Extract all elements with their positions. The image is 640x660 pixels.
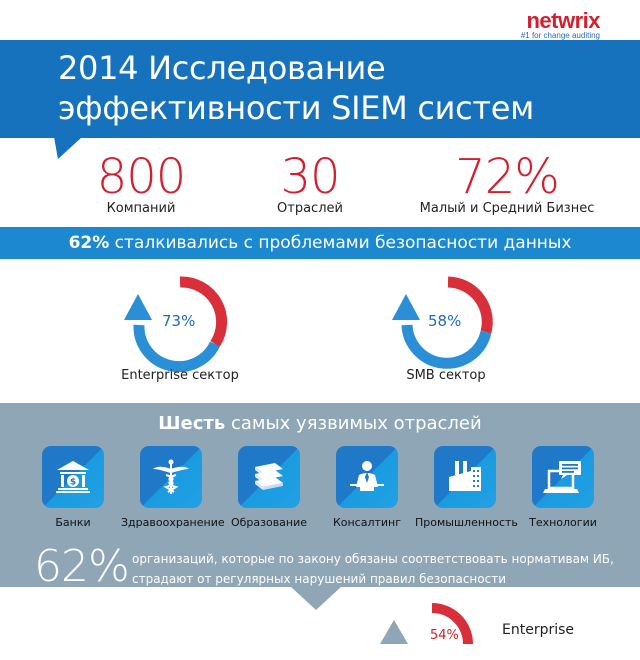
stat-value: 72% [455, 149, 560, 205]
compliance-text: организаций, которые по закону обязаны с… [132, 549, 614, 589]
industry-healthcare: Здравоохранение [121, 446, 225, 529]
industry-manufacturing: Промышленность [415, 446, 518, 529]
donut-enterprise: 73% [118, 272, 238, 373]
donut-value: 54% [430, 628, 459, 643]
logo-wordmark: netwrix [526, 8, 600, 33]
bank-icon: $ [42, 446, 104, 508]
industry-label: Консалтинг [332, 516, 402, 529]
industry-consulting: Консалтинг [317, 446, 417, 529]
security-problems-band: 62% сталкивались с проблемами безопаснос… [0, 227, 640, 259]
stat-label: Отраслей [277, 201, 343, 216]
cycle-donut-icon [380, 603, 473, 645]
laptop-chat-icon [532, 446, 594, 508]
page-title: 2014 Исследование эффективности SIEM сис… [58, 48, 534, 128]
title-line-1: 2014 Исследование [58, 49, 386, 87]
factory-icon [434, 446, 496, 508]
donut-value: 58% [428, 312, 462, 330]
header-banner [0, 40, 640, 138]
compliance-value: 62% [34, 541, 130, 592]
cycle-donut-icon [392, 276, 493, 369]
industry-label: Технологии [529, 516, 597, 529]
stat-value: 30 [280, 149, 340, 205]
industry-label: Промышленность [415, 516, 518, 529]
stat-label: Малый и Средний Бизнес [419, 201, 595, 216]
title-line-2: эффективности SIEM систем [58, 89, 535, 127]
donut-value: 73% [162, 312, 196, 330]
caduceus-icon [140, 446, 202, 508]
donut-caption: Enterprise сектор [121, 368, 239, 383]
logo-tagline: #1 for change auditing [520, 31, 600, 40]
compliance-line-2: страдают от регулярных нарушений правил … [132, 572, 506, 586]
stat-industries: 30 Отраслей [262, 150, 358, 216]
donut-caption: SMB сектор [406, 368, 486, 383]
compliance-line-1: организаций, которые по закону обязаны с… [132, 552, 614, 566]
industry-label: Здравоохранение [121, 516, 225, 529]
industry-label: Банки [55, 516, 91, 529]
bottom-caption: Enterprise [502, 622, 575, 638]
industries-title-bold: Шесть [158, 413, 226, 434]
cycle-donut-icon [124, 276, 228, 373]
svg-text:$: $ [70, 478, 76, 488]
industry-banks: $ Банки [23, 446, 123, 529]
industry-label: Образование [230, 516, 308, 529]
speech-bubble-tail [54, 137, 86, 159]
donut-enterprise-bottom: 54% [372, 596, 492, 656]
section-pointer [290, 586, 342, 610]
netwrix-logo: netwrix #1 for change auditing [520, 8, 601, 41]
industry-education: Образование [219, 446, 319, 529]
industry-technology: Технологии [513, 446, 613, 529]
donut-smb: 58% [386, 272, 506, 372]
industries-title: Шесть самых уязвимых отраслей [0, 412, 640, 436]
consultant-icon [336, 446, 398, 508]
stat-companies: 800 Компаний [88, 150, 194, 216]
band-text: сталкивались с проблемами безопасности д… [109, 233, 572, 253]
stat-value: 800 [96, 149, 187, 205]
industries-title-rest: самых уязвимых отраслей [225, 413, 482, 434]
stat-label: Компаний [106, 201, 176, 216]
books-icon [238, 446, 300, 508]
band-highlight: 62% [68, 233, 110, 253]
stat-smb: 72% Малый и Средний Бизнес [412, 150, 602, 216]
